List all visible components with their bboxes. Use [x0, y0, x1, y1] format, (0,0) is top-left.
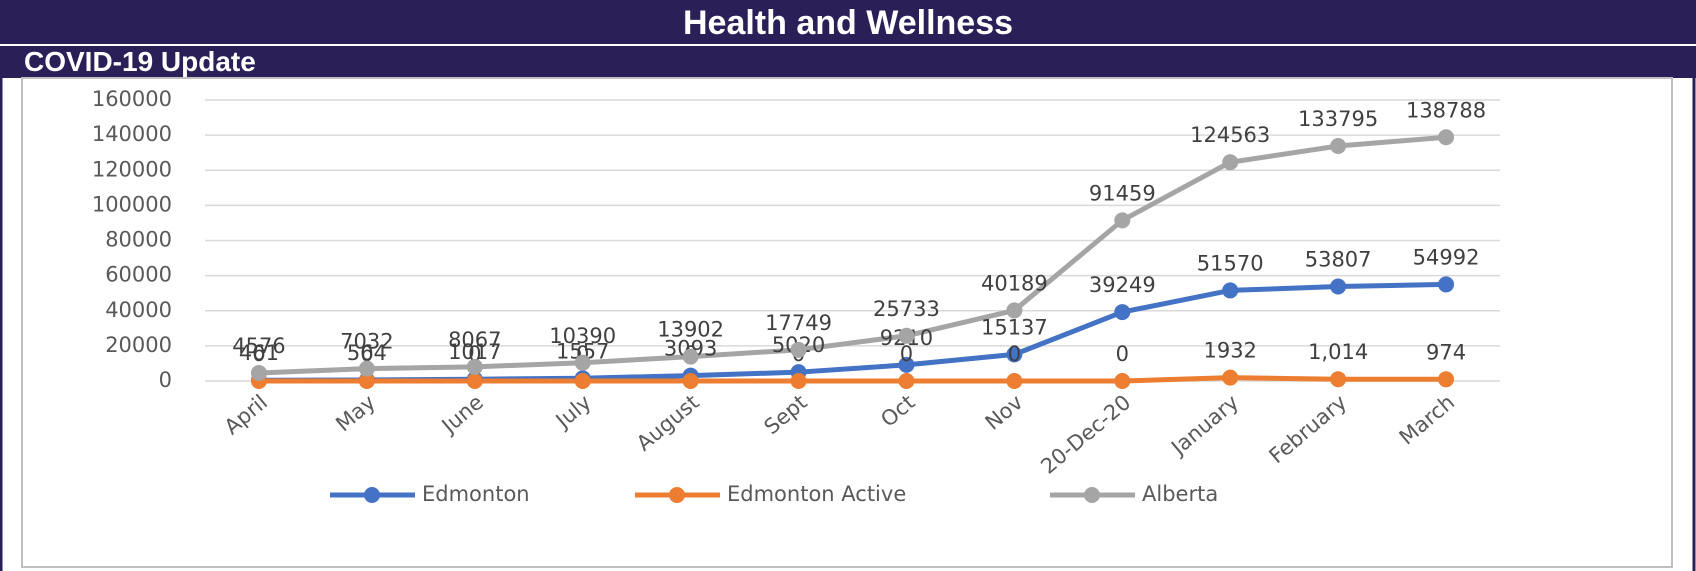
data-label: 25733	[873, 297, 940, 321]
data-point	[1006, 346, 1023, 363]
data-point	[682, 348, 699, 365]
x-tick-label: May	[331, 390, 380, 436]
data-point	[1330, 278, 1347, 295]
y-tick-label: 20000	[105, 333, 172, 357]
legend-marker	[364, 487, 380, 503]
y-tick-label: 80000	[105, 228, 172, 252]
chart-frame	[21, 77, 1673, 568]
x-tick-label: August	[632, 390, 704, 456]
data-label: 54992	[1413, 245, 1480, 269]
data-point	[466, 373, 483, 389]
data-label: 974	[1426, 340, 1466, 364]
data-point	[574, 373, 591, 389]
data-point	[1330, 138, 1347, 155]
data-point	[1114, 212, 1131, 229]
data-label: 0	[360, 342, 373, 366]
data-point	[1438, 129, 1455, 146]
x-tick-label: April	[220, 390, 272, 439]
data-label: 53807	[1305, 248, 1372, 272]
x-tick-label: January	[1165, 390, 1243, 461]
data-point	[790, 373, 807, 389]
data-label: 0	[1008, 342, 1021, 366]
y-tick-label: 140000	[92, 122, 172, 146]
data-label: 1932	[1203, 339, 1256, 363]
data-point	[250, 364, 267, 381]
y-tick-label: 60000	[105, 263, 172, 287]
data-label: 0	[900, 342, 913, 366]
data-point	[358, 373, 375, 389]
data-label: 4576	[232, 334, 285, 358]
y-tick-label: 160000	[92, 87, 172, 111]
legend-marker	[669, 487, 685, 503]
data-label: 15137	[981, 315, 1048, 339]
data-point	[1006, 302, 1023, 319]
x-tick-label: June	[436, 390, 488, 439]
x-tick-label: 20-Dec-20	[1036, 390, 1135, 479]
data-point	[898, 356, 915, 373]
data-point	[1222, 154, 1239, 171]
data-label: 40189	[981, 271, 1048, 295]
y-tick-label: 40000	[105, 298, 172, 322]
data-point	[1330, 371, 1347, 388]
data-point	[1222, 369, 1239, 386]
data-point	[574, 354, 591, 371]
data-label: 51570	[1197, 251, 1264, 275]
data-point	[1006, 373, 1023, 389]
x-tick-label: February	[1264, 390, 1351, 468]
header-title: Health and Wellness	[0, 0, 1696, 44]
data-point	[898, 373, 915, 389]
data-point	[682, 373, 699, 389]
data-label: 1,014	[1308, 340, 1368, 364]
y-tick-label: 0	[159, 368, 172, 392]
data-point	[1438, 276, 1455, 293]
x-tick-label: Nov	[981, 390, 1028, 435]
data-label: 17749	[765, 311, 832, 335]
data-point	[898, 327, 915, 344]
data-label: 91459	[1089, 181, 1156, 205]
data-point	[466, 358, 483, 375]
legend-label: Edmonton	[422, 482, 530, 506]
data-point	[358, 360, 375, 377]
data-label: 0	[252, 342, 265, 366]
legend-marker	[1084, 487, 1100, 503]
data-point	[1438, 371, 1455, 388]
legend-label: Alberta	[1142, 482, 1218, 506]
data-label: 13902	[657, 318, 724, 342]
x-tick-label: Oct	[876, 390, 919, 432]
y-tick-label: 100000	[92, 192, 172, 216]
data-point	[1222, 282, 1239, 299]
data-label: 8067	[448, 328, 501, 352]
series-line	[258, 375, 1447, 384]
data-point	[1114, 304, 1131, 321]
data-label: 39249	[1089, 273, 1156, 297]
data-label: 0	[1116, 342, 1129, 366]
data-label: 10390	[549, 324, 616, 348]
data-label: 124563	[1190, 123, 1270, 147]
data-label: 7032	[340, 330, 393, 354]
y-tick-label: 120000	[92, 157, 172, 181]
data-label: 133795	[1298, 107, 1378, 131]
series-line	[258, 134, 1447, 376]
legend-label: Edmonton Active	[727, 482, 906, 506]
data-point	[790, 341, 807, 358]
data-label: 138788	[1406, 98, 1486, 122]
x-tick-label: March	[1395, 390, 1459, 450]
data-point	[1114, 373, 1131, 389]
data-label: 461	[239, 341, 279, 365]
header-subtitle: COVID-19 Update	[0, 44, 1696, 78]
x-tick-label: July	[550, 390, 596, 434]
x-tick-label: Sept	[760, 390, 812, 439]
